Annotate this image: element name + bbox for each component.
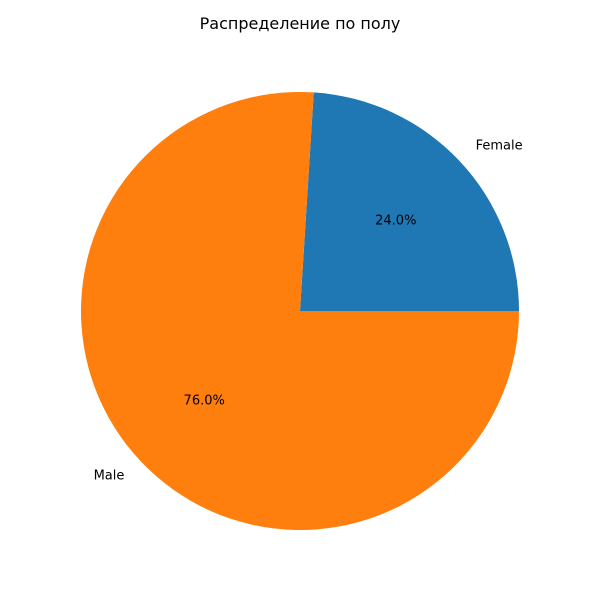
- pie-labels: Female 24.0% Male 76.0%: [94, 139, 523, 484]
- chart-title: Распределение по полу: [200, 14, 401, 33]
- pie-slice-female: [300, 92, 519, 311]
- percent-label-female: 24.0%: [375, 214, 416, 229]
- percent-label-male: 76.0%: [184, 393, 225, 408]
- pie-slice-male: [81, 92, 519, 530]
- slice-label-male: Male: [94, 468, 125, 483]
- slice-label-female: Female: [476, 139, 523, 154]
- pie-slices: [81, 92, 519, 530]
